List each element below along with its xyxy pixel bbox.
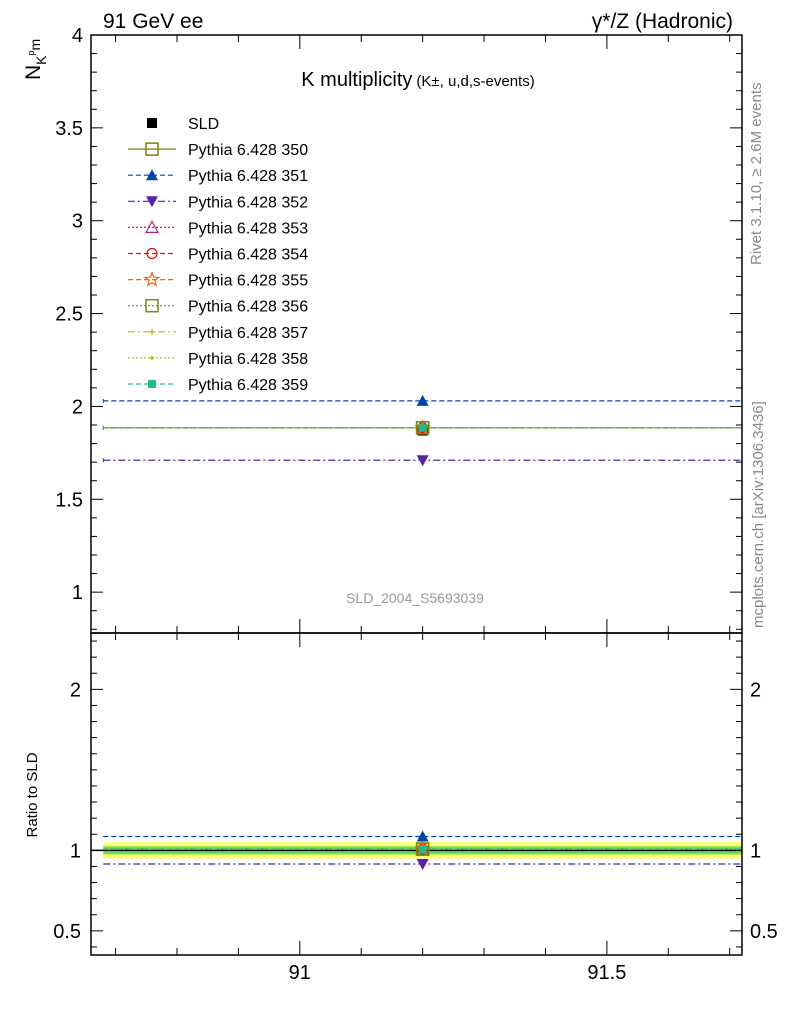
- ratio-series-point-6: [415, 842, 430, 856]
- ratio-series-point-1: [416, 830, 429, 842]
- legend-label-9: Pythia 6.428 358: [188, 351, 308, 368]
- main-y-tick-label: 3: [72, 211, 83, 233]
- left-title: 91 GeV ee: [103, 10, 203, 33]
- ratio-y-tick-label-right: 0.5: [750, 921, 778, 943]
- axis-ticks: 1 1.5 2 2.5 3 3.5 4 0.5 0.5 1 1 2 2 91 91.5: [53, 25, 778, 984]
- main-y-label-sub: K: [33, 55, 49, 65]
- mcplots-text: mcplots.cern.ch [arXiv:1306.3436]: [750, 401, 767, 628]
- legend-label-10: Pythia 6.428 359: [188, 377, 308, 394]
- ratio-y-tick-label-left: 1: [70, 840, 81, 862]
- main-y-tick-label: 3.5: [55, 118, 83, 140]
- main-y-tick-label: 2.5: [55, 304, 83, 326]
- main-title-sub: (K±, u,d,s-events): [416, 73, 534, 90]
- x-tick-label: 91.5: [587, 962, 626, 984]
- main-title-text: K multiplicity: [301, 69, 412, 91]
- legend-marker-9: [150, 356, 154, 360]
- legend-marker-0: [147, 118, 157, 128]
- legend-label-5: Pythia 6.428 354: [188, 247, 308, 264]
- main-series-point-7: [415, 421, 430, 435]
- rivet-text: Rivet 3.1.10, ≥ 2.6M events: [748, 83, 765, 266]
- main-title: K multiplicity (K±, u,d,s-events): [301, 69, 534, 91]
- ratio-y-tick-label-right: 1: [750, 840, 761, 862]
- main-y-label-sup: p: [26, 50, 36, 55]
- legend-marker-8: [149, 328, 155, 335]
- ratio-y-tick-label-left: 0.5: [53, 921, 81, 943]
- ratio-series-point-2: [416, 859, 429, 871]
- x-tick-label: 91: [289, 962, 311, 984]
- legend-label-6: Pythia 6.428 355: [188, 273, 308, 290]
- ratio-y-tick-label-left: 2: [70, 679, 81, 701]
- legend-marker-2: [146, 169, 158, 181]
- legend-marker-6: [143, 270, 161, 287]
- ratio-panel-frame: [90, 632, 743, 956]
- legend-marker-4: [144, 220, 160, 233]
- legend-label-0: SLD: [188, 116, 219, 133]
- main-series-lines: [102, 394, 743, 467]
- legend: SLD Pythia 6.428 350 Pythia 6.428 351 Pythi…: [128, 116, 308, 394]
- main-series-point-10: [418, 423, 427, 432]
- main-y-tick-label: 4: [72, 25, 83, 47]
- main-series-point-3: [416, 455, 429, 467]
- main-y-label: NKpm: [22, 39, 49, 80]
- main-series-point-5: [417, 422, 429, 434]
- legend-label-3: Pythia 6.428 352: [188, 194, 308, 211]
- main-y-tick-label: 1: [72, 582, 83, 604]
- panel-frames: [90, 34, 743, 956]
- analysis-label: SLD_2004_S5693039: [346, 590, 484, 606]
- legend-marker-5: [146, 247, 158, 260]
- ratio-y-tick-label-right: 2: [750, 679, 761, 701]
- legend-marker-3: [146, 196, 158, 208]
- ratio-y-label: Ratio to SLD: [24, 752, 41, 837]
- legend-marker-7: [145, 298, 159, 313]
- legend-label-7: Pythia 6.428 356: [188, 299, 308, 316]
- legend-marker-1: [145, 142, 159, 156]
- right-title: γ*/Z (Hadronic): [592, 10, 733, 33]
- legend-marker-10: [148, 380, 156, 388]
- ratio-series-point-9: [418, 845, 427, 854]
- main-series-point-2: [416, 394, 429, 406]
- main-y-tick-label: 2: [72, 396, 83, 418]
- legend-label-1: Pythia 6.428 350: [188, 142, 308, 159]
- main-y-tick-label: 1.5: [55, 489, 83, 511]
- legend-label-4: Pythia 6.428 353: [188, 220, 308, 237]
- ratio-series-lines: [103, 830, 742, 871]
- ratio-series-point-4: [417, 843, 429, 855]
- legend-label-2: Pythia 6.428 351: [188, 168, 308, 185]
- legend-label-8: Pythia 6.428 357: [188, 325, 308, 342]
- main-y-label-n: N: [22, 65, 45, 80]
- main-y-label-tail: m: [27, 39, 43, 51]
